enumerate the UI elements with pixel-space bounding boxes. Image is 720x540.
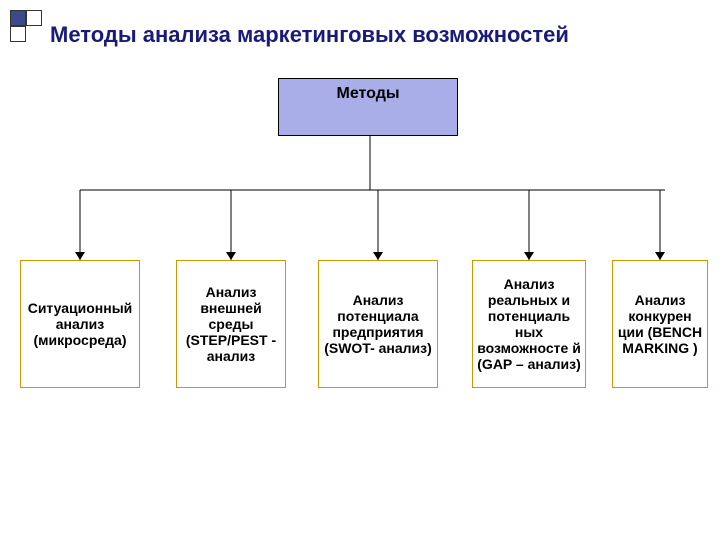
deco-square [10, 10, 26, 26]
leaf-node: Анализ внешней среды (STEP/PEST - анализ [176, 260, 286, 388]
leaf-node-label: Анализ внешней среды (STEP/PEST - анализ [179, 284, 283, 364]
root-node-methods: Методы [278, 78, 458, 136]
leaf-node: Анализ потенциала предприятия (SWOT- ана… [318, 260, 438, 388]
leaf-node-label: Анализ потенциала предприятия (SWOT- ана… [321, 292, 435, 356]
leaf-node: Анализ конкурен ции (BENCH MARKING ) [612, 260, 708, 388]
root-node-label: Методы [336, 85, 399, 103]
deco-square [26, 10, 42, 26]
page-title: Методы анализа маркетинговых возможносте… [50, 22, 700, 48]
leaf-node-label: Анализ конкурен ции (BENCH MARKING ) [615, 292, 705, 356]
leaf-node: Ситуационный анализ (микросреда) [20, 260, 140, 388]
leaf-node-label: Анализ реальных и потенциаль ных возможн… [475, 276, 583, 373]
deco-square [10, 26, 26, 42]
leaf-node-label: Ситуационный анализ (микросреда) [23, 300, 137, 348]
leaf-node: Анализ реальных и потенциаль ных возможн… [472, 260, 586, 388]
